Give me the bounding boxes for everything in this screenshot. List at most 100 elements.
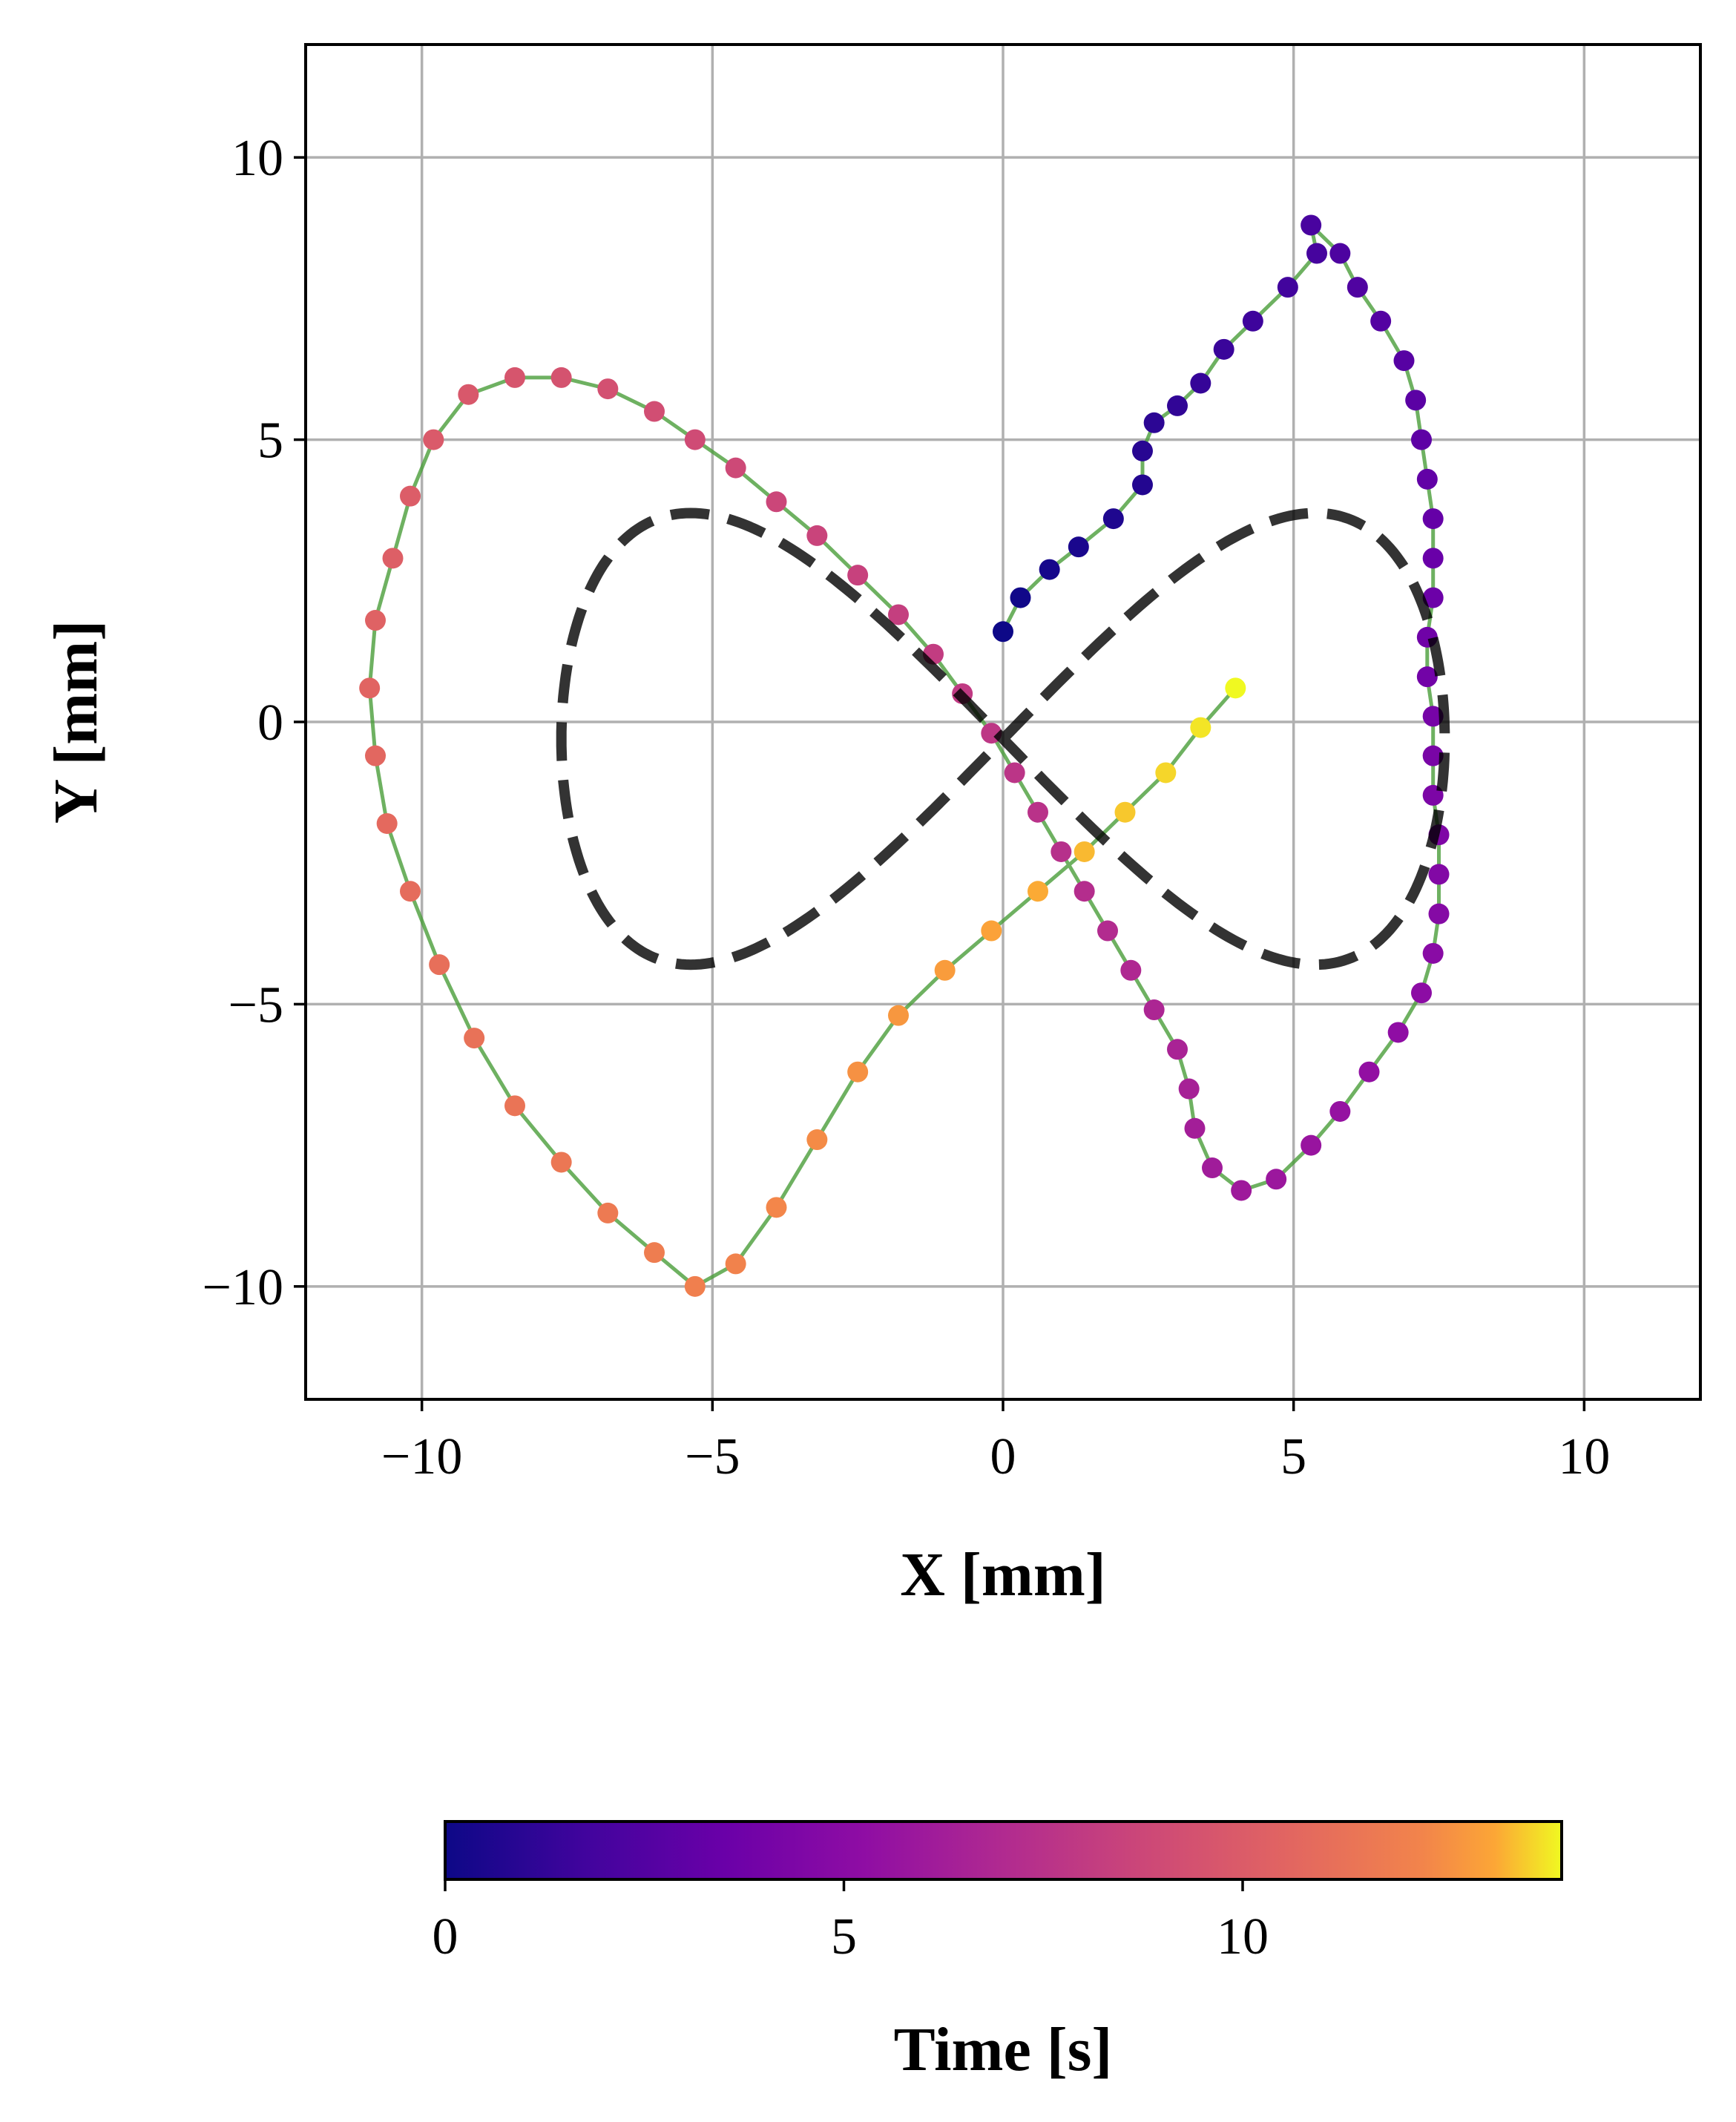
trajectory-point xyxy=(1179,1079,1200,1100)
trajectory-point xyxy=(1132,474,1153,495)
trajectory-point xyxy=(1329,1101,1350,1122)
trajectory-point xyxy=(1301,1135,1321,1156)
trajectory-point xyxy=(1370,311,1391,332)
trajectory-point xyxy=(365,610,386,631)
trajectory-point xyxy=(1068,536,1089,557)
y-tick-label: −10 xyxy=(203,1259,283,1316)
trajectory-point xyxy=(464,1028,484,1048)
trajectory-point xyxy=(1394,350,1415,371)
trajectory-point xyxy=(1074,881,1095,901)
trajectory-point xyxy=(458,384,479,405)
trajectory-point xyxy=(1266,1169,1286,1189)
trajectory-point xyxy=(981,921,1002,942)
trajectory-point xyxy=(365,746,386,766)
trajectory-point xyxy=(847,565,868,585)
trajectory-point xyxy=(644,401,665,422)
trajectory-point xyxy=(1225,677,1246,698)
trajectory-point xyxy=(1074,841,1095,862)
colorbar-gradient xyxy=(445,1822,1562,1879)
trajectory-point xyxy=(1051,841,1071,862)
colorbar-tick-label: 5 xyxy=(831,1908,857,1965)
colorbar-tick-label: 0 xyxy=(433,1908,458,1965)
trajectory-point xyxy=(551,367,572,388)
trajectory-point xyxy=(597,378,618,399)
y-tick-label: −5 xyxy=(228,976,283,1034)
trajectory-point xyxy=(1120,960,1141,981)
trajectory-point xyxy=(1329,243,1350,264)
trajectory-point xyxy=(806,1129,827,1150)
trajectory-point xyxy=(1005,762,1025,783)
x-tick-label: 0 xyxy=(990,1428,1016,1485)
trajectory-point xyxy=(766,1197,787,1218)
trajectory-point xyxy=(1417,469,1438,490)
trajectory-point xyxy=(359,677,380,698)
trajectory-point xyxy=(1097,921,1118,942)
trajectory-point xyxy=(993,621,1013,642)
trajectory-point xyxy=(400,486,421,507)
trajectory-point xyxy=(1202,1157,1223,1178)
colorbar-label: Time [s] xyxy=(894,2015,1113,2084)
trajectory-point xyxy=(1359,1062,1380,1083)
trajectory-point xyxy=(1103,508,1124,529)
trajectory-point xyxy=(1278,277,1298,298)
trajectory-point xyxy=(1243,311,1263,332)
trajectory-point xyxy=(1167,1039,1188,1060)
trajectory-point xyxy=(726,458,746,479)
trajectory-point xyxy=(1185,1118,1206,1139)
trajectory-point xyxy=(1429,904,1450,924)
trajectory-point xyxy=(1411,430,1432,450)
trajectory-point xyxy=(383,548,404,568)
trajectory-point xyxy=(1028,802,1048,823)
trajectory-point xyxy=(1167,395,1188,416)
x-axis-label: X [mm] xyxy=(900,1540,1106,1609)
trajectory-point xyxy=(597,1203,618,1223)
trajectory-point xyxy=(1306,243,1327,264)
colorbar-tick-label: 10 xyxy=(1217,1908,1269,1965)
trajectory-point xyxy=(1411,982,1432,1003)
y-tick-label: 10 xyxy=(231,130,283,187)
trajectory-point xyxy=(504,367,525,388)
trajectory-point xyxy=(1231,1180,1252,1200)
y-tick-label: 0 xyxy=(257,694,283,752)
trajectory-point xyxy=(685,430,706,450)
trajectory-point xyxy=(1190,717,1211,738)
trajectory-point xyxy=(1155,762,1176,783)
trajectory-point xyxy=(806,525,827,546)
trajectory-point xyxy=(935,960,956,981)
trajectory-point xyxy=(1429,864,1450,884)
trajectory-point xyxy=(1144,413,1165,433)
trajectory-point xyxy=(888,1005,909,1026)
trajectory-point xyxy=(377,813,398,834)
trajectory-point xyxy=(429,954,450,975)
x-tick-label: −10 xyxy=(381,1428,462,1485)
trajectory-point xyxy=(1028,881,1048,901)
trajectory-point xyxy=(685,1276,706,1297)
trajectory-point xyxy=(504,1095,525,1116)
trajectory-point xyxy=(644,1242,665,1263)
trajectory-point xyxy=(1132,441,1153,461)
x-tick-label: 10 xyxy=(1558,1428,1610,1485)
trajectory-point xyxy=(726,1253,746,1274)
trajectory-point xyxy=(1423,943,1444,964)
trajectory-point xyxy=(1190,373,1211,394)
trajectory-point xyxy=(1115,802,1136,823)
x-tick-label: −5 xyxy=(685,1428,740,1485)
trajectory-point xyxy=(1301,214,1321,235)
y-axis-label: Y [mm] xyxy=(42,620,111,824)
x-tick-label: 5 xyxy=(1280,1428,1306,1485)
trajectory-point xyxy=(1010,588,1031,608)
trajectory-point xyxy=(1388,1022,1409,1042)
trajectory-point xyxy=(1039,559,1060,580)
trajectory-point xyxy=(400,881,421,901)
trajectory-point xyxy=(1144,999,1165,1020)
trajectory-point xyxy=(766,491,787,512)
trajectory-point xyxy=(1347,277,1368,298)
trajectory-point xyxy=(847,1062,868,1083)
trajectory-point xyxy=(1405,390,1426,410)
trajectory-point xyxy=(1423,548,1444,568)
y-tick-label: 5 xyxy=(257,413,283,470)
trajectory-point xyxy=(1423,508,1444,529)
trajectory-point xyxy=(551,1152,572,1172)
trajectory-point xyxy=(423,430,444,450)
